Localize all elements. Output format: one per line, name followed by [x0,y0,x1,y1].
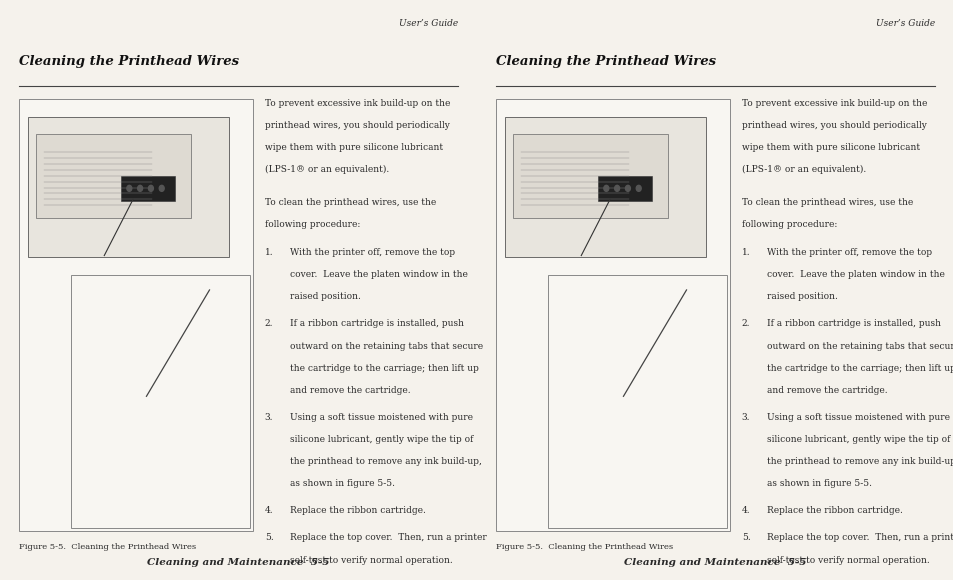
Text: self-test to verify normal operation.: self-test to verify normal operation. [290,556,452,564]
Text: With the printer off, remove the top: With the printer off, remove the top [290,248,455,257]
Bar [598,176,652,201]
Ellipse shape [612,345,627,369]
Ellipse shape [163,345,178,369]
Text: 3.: 3. [741,413,749,422]
Text: 4.: 4. [741,506,750,515]
Text: (LPS-1® or an equivalent).: (LPS-1® or an equivalent). [741,165,865,175]
Text: Using a soft tissue moistened with pure: Using a soft tissue moistened with pure [290,413,472,422]
Text: raised position.: raised position. [766,292,837,301]
Ellipse shape [625,345,641,369]
Text: 4.: 4. [265,506,274,515]
Text: the printhead to remove any ink build-up,: the printhead to remove any ink build-up… [290,457,481,466]
Text: If a ribbon cartridge is installed, push: If a ribbon cartridge is installed, push [290,320,463,328]
Text: the cartridge to the carriage; then lift up: the cartridge to the carriage; then lift… [766,364,953,372]
Text: following procedure:: following procedure: [741,220,836,229]
Ellipse shape [113,429,179,483]
Text: as shown in figure 5-5.: as shown in figure 5-5. [766,479,871,488]
Text: 3.: 3. [265,413,273,422]
Text: and remove the cartridge.: and remove the cartridge. [766,386,886,394]
Text: Figure 5-5.  Cleaning the Printhead Wires: Figure 5-5. Cleaning the Printhead Wires [496,543,673,552]
Text: 5.: 5. [741,534,750,542]
Text: silicone lubricant, gently wipe the tip of: silicone lubricant, gently wipe the tip … [290,435,473,444]
Text: printhead wires, you should periodically: printhead wires, you should periodically [265,121,449,130]
Text: Figure 5-5.  Cleaning the Printhead Wires: Figure 5-5. Cleaning the Printhead Wires [19,543,196,552]
Circle shape [137,186,142,191]
Ellipse shape [118,346,195,417]
Text: Cleaning the Printhead Wires: Cleaning the Printhead Wires [496,55,716,67]
Text: To clean the printhead wires, use the: To clean the printhead wires, use the [741,198,912,207]
Ellipse shape [595,346,672,417]
FancyBboxPatch shape [505,117,705,258]
Text: Cleaning and Maintenance  5-5: Cleaning and Maintenance 5-5 [623,558,806,567]
Text: With the printer off, remove the top: With the printer off, remove the top [766,248,931,257]
Text: User’s Guide: User’s Guide [398,19,457,28]
Text: To prevent excessive ink build-up on the: To prevent excessive ink build-up on the [265,99,450,108]
Circle shape [127,186,132,191]
FancyBboxPatch shape [29,117,229,258]
Text: User’s Guide: User’s Guide [875,19,934,28]
Text: Replace the top cover.  Then, run a printer: Replace the top cover. Then, run a print… [766,534,953,542]
Circle shape [166,451,190,480]
Circle shape [149,186,153,191]
Text: the printhead to remove any ink build-up,: the printhead to remove any ink build-up… [766,457,953,466]
Ellipse shape [590,429,656,483]
Circle shape [155,438,200,493]
Text: the cartridge to the carriage; then lift up: the cartridge to the carriage; then lift… [290,364,477,372]
Bar [549,278,724,525]
Text: raised position.: raised position. [290,292,360,301]
Circle shape [632,438,677,493]
Text: cover.  Leave the platen window in the: cover. Leave the platen window in the [766,270,943,279]
Circle shape [636,186,640,191]
Text: cover.  Leave the platen window in the: cover. Leave the platen window in the [290,270,467,279]
Ellipse shape [593,366,611,397]
Text: 1.: 1. [265,248,274,257]
Text: and remove the cartridge.: and remove the cartridge. [290,386,410,394]
Text: wipe them with pure silicone lubricant: wipe them with pure silicone lubricant [265,143,442,153]
Circle shape [603,186,608,191]
Bar [121,176,175,201]
Ellipse shape [116,366,134,397]
Text: as shown in figure 5-5.: as shown in figure 5-5. [290,479,395,488]
Bar [19,99,253,531]
Text: wipe them with pure silicone lubricant: wipe them with pure silicone lubricant [741,143,919,153]
Bar [36,134,191,218]
Text: outward on the retaining tabs that secure: outward on the retaining tabs that secur… [766,342,953,350]
Text: Replace the ribbon cartridge.: Replace the ribbon cartridge. [290,506,425,515]
Text: printhead wires, you should periodically: printhead wires, you should periodically [741,121,925,130]
Text: following procedure:: following procedure: [265,220,359,229]
Bar [71,275,250,528]
Text: self-test to verify normal operation.: self-test to verify normal operation. [766,556,928,564]
Text: 2.: 2. [265,320,273,328]
Text: 1.: 1. [741,248,750,257]
Text: (LPS-1® or an equivalent).: (LPS-1® or an equivalent). [265,165,389,175]
Circle shape [159,186,164,191]
Circle shape [642,451,666,480]
Text: Replace the ribbon cartridge.: Replace the ribbon cartridge. [766,506,902,515]
Text: Cleaning and Maintenance  5-5: Cleaning and Maintenance 5-5 [147,558,330,567]
Text: Replace the top cover.  Then, run a printer: Replace the top cover. Then, run a print… [290,534,486,542]
Ellipse shape [135,345,151,369]
Text: To prevent excessive ink build-up on the: To prevent excessive ink build-up on the [741,99,926,108]
Bar [513,134,667,218]
Bar [99,436,113,490]
Bar [496,99,729,531]
Text: Cleaning the Printhead Wires: Cleaning the Printhead Wires [19,55,239,67]
Bar [576,436,590,490]
Text: 2.: 2. [741,320,749,328]
Ellipse shape [639,345,655,369]
Text: Using a soft tissue moistened with pure: Using a soft tissue moistened with pure [766,413,948,422]
Text: outward on the retaining tabs that secure: outward on the retaining tabs that secur… [290,342,482,350]
Ellipse shape [149,345,165,369]
Text: If a ribbon cartridge is installed, push: If a ribbon cartridge is installed, push [766,320,940,328]
Text: silicone lubricant, gently wipe the tip of: silicone lubricant, gently wipe the tip … [766,435,949,444]
Circle shape [614,186,618,191]
Text: 5.: 5. [265,534,274,542]
Circle shape [625,186,630,191]
Text: To clean the printhead wires, use the: To clean the printhead wires, use the [265,198,436,207]
Bar [72,278,248,525]
Bar [547,275,726,528]
